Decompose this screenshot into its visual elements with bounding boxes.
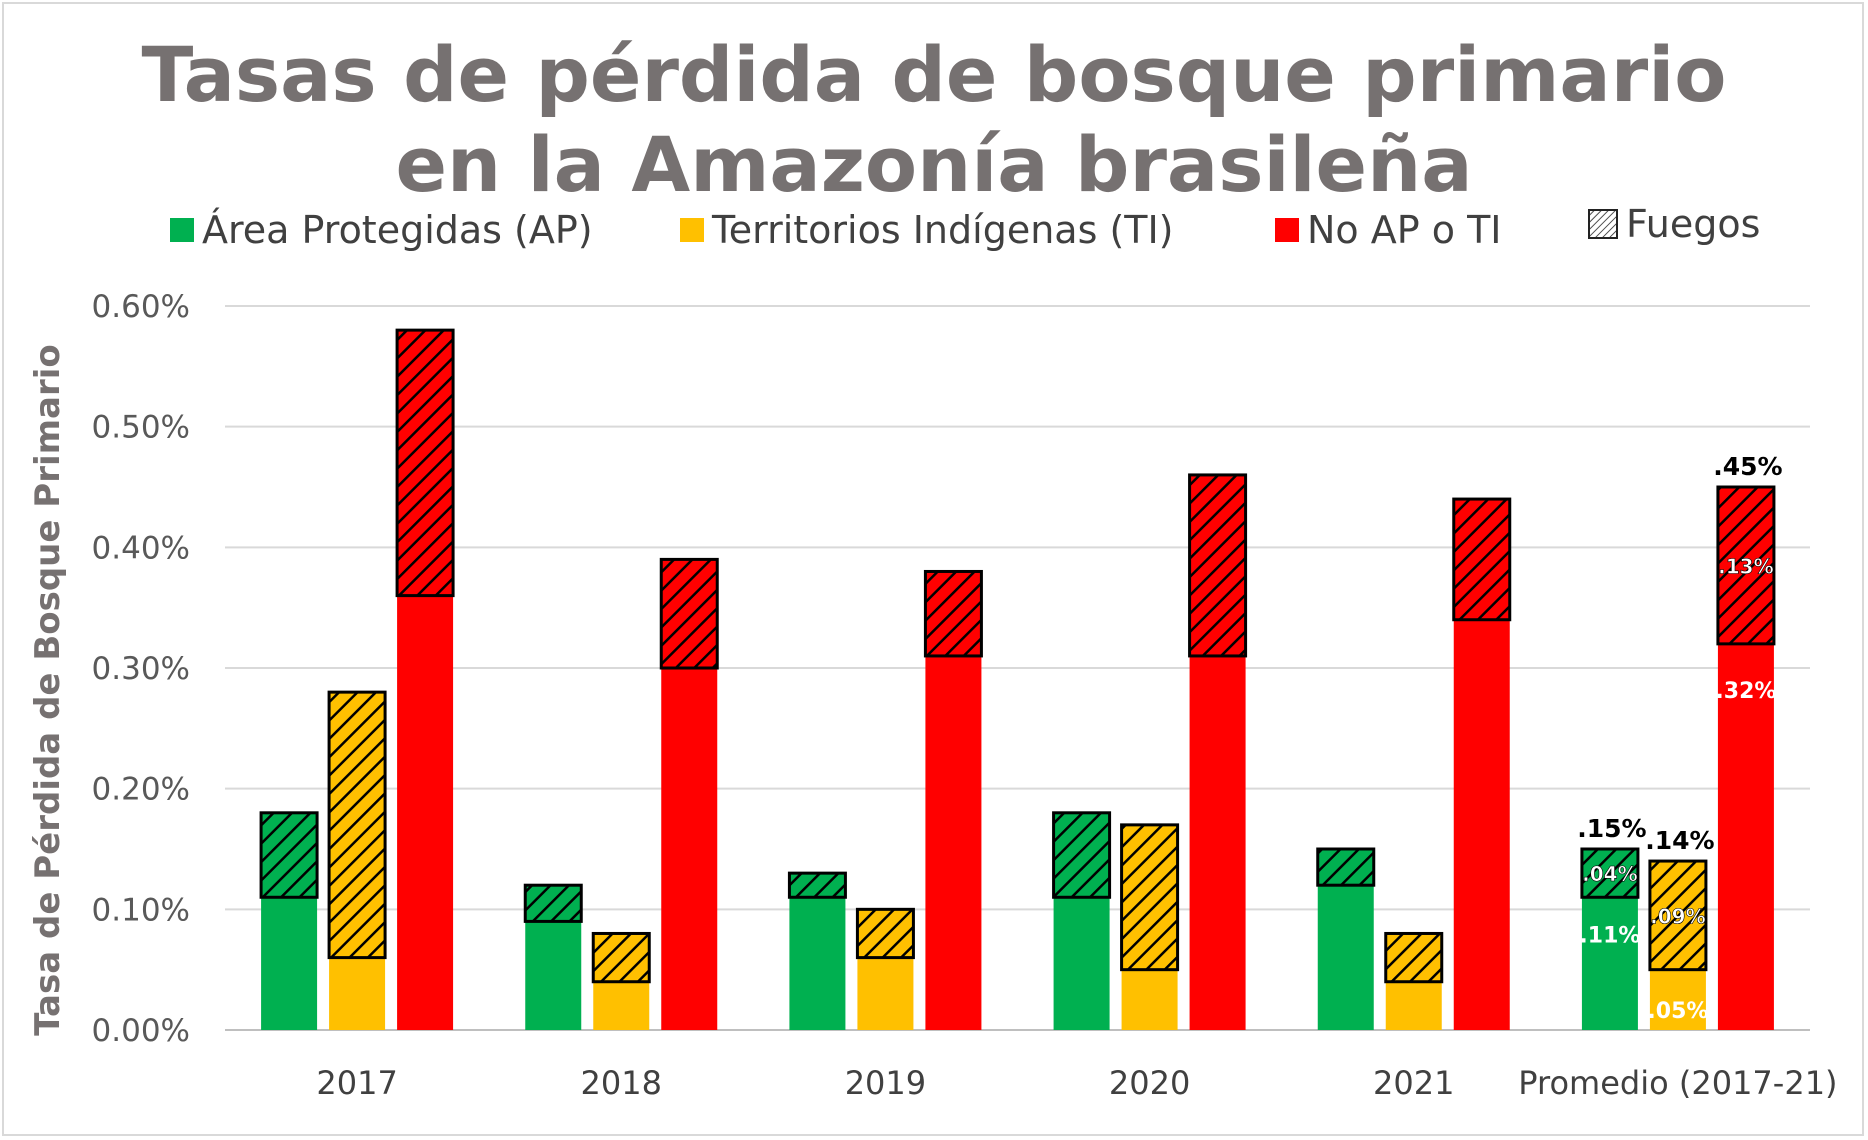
bar-fuegos xyxy=(1316,847,1376,887)
x-tick-label: 2017 xyxy=(316,1064,397,1102)
bar-fuegos xyxy=(659,557,719,670)
legend-swatch-ap xyxy=(170,218,194,242)
bar-fuegos xyxy=(259,811,319,899)
legend-swatch-fuegos xyxy=(1588,209,1618,239)
data-label-fuegos: .09% xyxy=(1650,904,1705,928)
y-tick-label: 0.50% xyxy=(92,410,190,446)
legend-item-ti: Territorios Indígenas (TI) xyxy=(680,208,1174,252)
data-label-fuegos: .13% xyxy=(1718,554,1773,578)
legend-label-fuegos: Fuegos xyxy=(1626,202,1761,246)
bar-base xyxy=(1717,643,1774,1030)
bar-base xyxy=(1453,619,1510,1030)
legend: Área Protegidas (AP) Territorios Indígen… xyxy=(0,202,1868,258)
y-tick-label: 0.30% xyxy=(92,651,190,687)
bar-fuegos xyxy=(923,569,983,658)
data-label-total: .45% xyxy=(1713,452,1782,481)
bar-base xyxy=(397,595,454,1030)
bar-base xyxy=(661,668,718,1030)
bar-fuegos xyxy=(591,931,651,984)
x-tick-label: 2021 xyxy=(1373,1064,1454,1102)
bar-fuegos xyxy=(395,328,455,598)
chart-title-line-1: Tasas de pérdida de bosque primario xyxy=(141,30,1727,119)
legend-swatch-no-ap-ti xyxy=(1275,218,1299,242)
bar-base xyxy=(261,897,318,1030)
bar-base xyxy=(1121,969,1178,1030)
bar-fuegos xyxy=(1188,473,1248,658)
bar-base xyxy=(1581,897,1638,1030)
data-label-base: .11% xyxy=(1579,923,1640,948)
bar-fuegos xyxy=(1716,485,1776,646)
bar-fuegos xyxy=(523,883,583,923)
bar-base xyxy=(1649,969,1706,1030)
data-label-fuegos: .04% xyxy=(1582,862,1637,886)
legend-label-no-ap-ti: No AP o TI xyxy=(1307,208,1502,252)
bar-base xyxy=(1385,981,1442,1030)
x-tick-label: 2019 xyxy=(845,1064,926,1102)
bar-fuegos xyxy=(327,690,387,960)
bar-base xyxy=(789,897,846,1030)
data-label-base: .05% xyxy=(1647,999,1708,1024)
data-label-base: .32% xyxy=(1715,679,1776,704)
y-tick-label: 0.00% xyxy=(92,1013,190,1049)
bar-base xyxy=(1053,897,1110,1030)
bar-base xyxy=(925,655,982,1030)
bar-fuegos xyxy=(1580,847,1640,899)
y-tick-label: 0.10% xyxy=(92,892,190,928)
legend-item-fuegos: Fuegos xyxy=(1588,202,1760,246)
legend-item-no-ap-ti: No AP o TI xyxy=(1275,208,1502,252)
bar-base xyxy=(1317,885,1374,1030)
bar-base xyxy=(329,957,386,1030)
bar-fuegos xyxy=(1648,859,1708,972)
bar-fuegos xyxy=(1120,823,1180,972)
data-label-total: .14% xyxy=(1645,826,1714,855)
legend-swatch-ti xyxy=(680,218,704,242)
bar-fuegos xyxy=(1452,497,1512,622)
legend-label-ti: Territorios Indígenas (TI) xyxy=(712,208,1174,252)
bar-fuegos xyxy=(1052,811,1112,899)
data-label-total: .15% xyxy=(1577,814,1646,843)
y-tick-label: 0.20% xyxy=(92,772,190,808)
bar-base xyxy=(857,957,914,1030)
chart-title-line-2: en la Amazonía brasileña xyxy=(395,120,1473,209)
y-tick-label: 0.40% xyxy=(92,530,190,566)
bar-fuegos xyxy=(1384,931,1444,984)
y-tick-label: 0.60% xyxy=(92,289,190,325)
legend-label-ap: Área Protegidas (AP) xyxy=(202,208,593,252)
bar-fuegos xyxy=(787,871,847,899)
legend-item-ap: Área Protegidas (AP) xyxy=(170,208,593,252)
bar-base xyxy=(525,921,582,1030)
bar-base xyxy=(1189,655,1246,1030)
bar-fuegos xyxy=(855,907,915,960)
x-tick-label: Promedio (2017-21) xyxy=(1518,1064,1837,1102)
x-tick-label: 2020 xyxy=(1109,1064,1190,1102)
bar-base xyxy=(593,981,650,1030)
chart-title: Tasas de pérdida de bosque primario en l… xyxy=(0,30,1868,210)
x-tick-label: 2018 xyxy=(581,1064,662,1102)
